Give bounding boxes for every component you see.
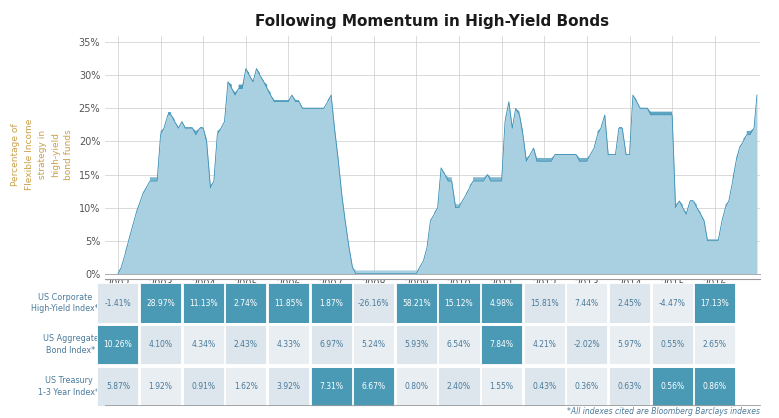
Text: -2.02%: -2.02% bbox=[573, 340, 600, 349]
Text: 7.44%: 7.44% bbox=[575, 298, 599, 308]
Text: 5.97%: 5.97% bbox=[618, 340, 642, 349]
Text: 2.43%: 2.43% bbox=[234, 340, 258, 349]
Text: 4.10%: 4.10% bbox=[149, 340, 173, 349]
Text: 4.33%: 4.33% bbox=[277, 340, 301, 349]
Text: *All indexes cited are Bloomberg Barclays indexes: *All indexes cited are Bloomberg Barclay… bbox=[566, 407, 760, 416]
Text: 6.67%: 6.67% bbox=[361, 382, 386, 391]
Text: 11.13%: 11.13% bbox=[189, 298, 217, 308]
Text: 0.63%: 0.63% bbox=[618, 382, 642, 391]
Text: 0.56%: 0.56% bbox=[660, 382, 684, 391]
Text: 5.24%: 5.24% bbox=[361, 340, 386, 349]
Text: 6.97%: 6.97% bbox=[319, 340, 344, 349]
Text: 0.91%: 0.91% bbox=[191, 382, 215, 391]
Text: 3.92%: 3.92% bbox=[277, 382, 301, 391]
Text: 15.12%: 15.12% bbox=[445, 298, 474, 308]
Text: 10.26%: 10.26% bbox=[104, 340, 132, 349]
Text: 4.34%: 4.34% bbox=[191, 340, 215, 349]
Text: 1.55%: 1.55% bbox=[490, 382, 513, 391]
Text: US Aggregate
Bond Index*: US Aggregate Bond Index* bbox=[43, 334, 99, 355]
Text: 2.45%: 2.45% bbox=[618, 298, 641, 308]
Text: -26.16%: -26.16% bbox=[358, 298, 390, 308]
Text: US Treasury
1-3 Year Index*: US Treasury 1-3 Year Index* bbox=[38, 376, 99, 397]
Text: 0.55%: 0.55% bbox=[660, 340, 684, 349]
Text: 17.13%: 17.13% bbox=[700, 298, 729, 308]
Text: 15.81%: 15.81% bbox=[530, 298, 559, 308]
Text: -1.41%: -1.41% bbox=[104, 298, 132, 308]
Text: 5.93%: 5.93% bbox=[404, 340, 428, 349]
Y-axis label: Percentage of
Flexible Income
strategy in
high-yield
bond funds: Percentage of Flexible Income strategy i… bbox=[12, 119, 73, 190]
Text: 7.84%: 7.84% bbox=[490, 340, 513, 349]
Text: 0.43%: 0.43% bbox=[532, 382, 556, 391]
Text: 1.87%: 1.87% bbox=[319, 298, 343, 308]
Text: -4.47%: -4.47% bbox=[659, 298, 686, 308]
Text: 58.21%: 58.21% bbox=[402, 298, 431, 308]
Text: US Corporate
High-Yield Index*: US Corporate High-Yield Index* bbox=[31, 293, 99, 314]
Text: 6.54%: 6.54% bbox=[447, 340, 471, 349]
Text: 7.31%: 7.31% bbox=[319, 382, 343, 391]
Text: 11.85%: 11.85% bbox=[274, 298, 303, 308]
Text: 5.87%: 5.87% bbox=[106, 382, 130, 391]
Text: 28.97%: 28.97% bbox=[146, 298, 175, 308]
Text: 2.65%: 2.65% bbox=[703, 340, 727, 349]
Text: 0.80%: 0.80% bbox=[404, 382, 428, 391]
Text: 1.62%: 1.62% bbox=[234, 382, 258, 391]
Title: Following Momentum in High-Yield Bonds: Following Momentum in High-Yield Bonds bbox=[256, 14, 609, 29]
Text: 0.36%: 0.36% bbox=[575, 382, 599, 391]
Text: 1.92%: 1.92% bbox=[149, 382, 172, 391]
Text: 4.21%: 4.21% bbox=[532, 340, 556, 349]
Text: 2.74%: 2.74% bbox=[234, 298, 258, 308]
Text: 2.40%: 2.40% bbox=[447, 382, 471, 391]
Text: 0.86%: 0.86% bbox=[703, 382, 727, 391]
Text: 4.98%: 4.98% bbox=[490, 298, 513, 308]
